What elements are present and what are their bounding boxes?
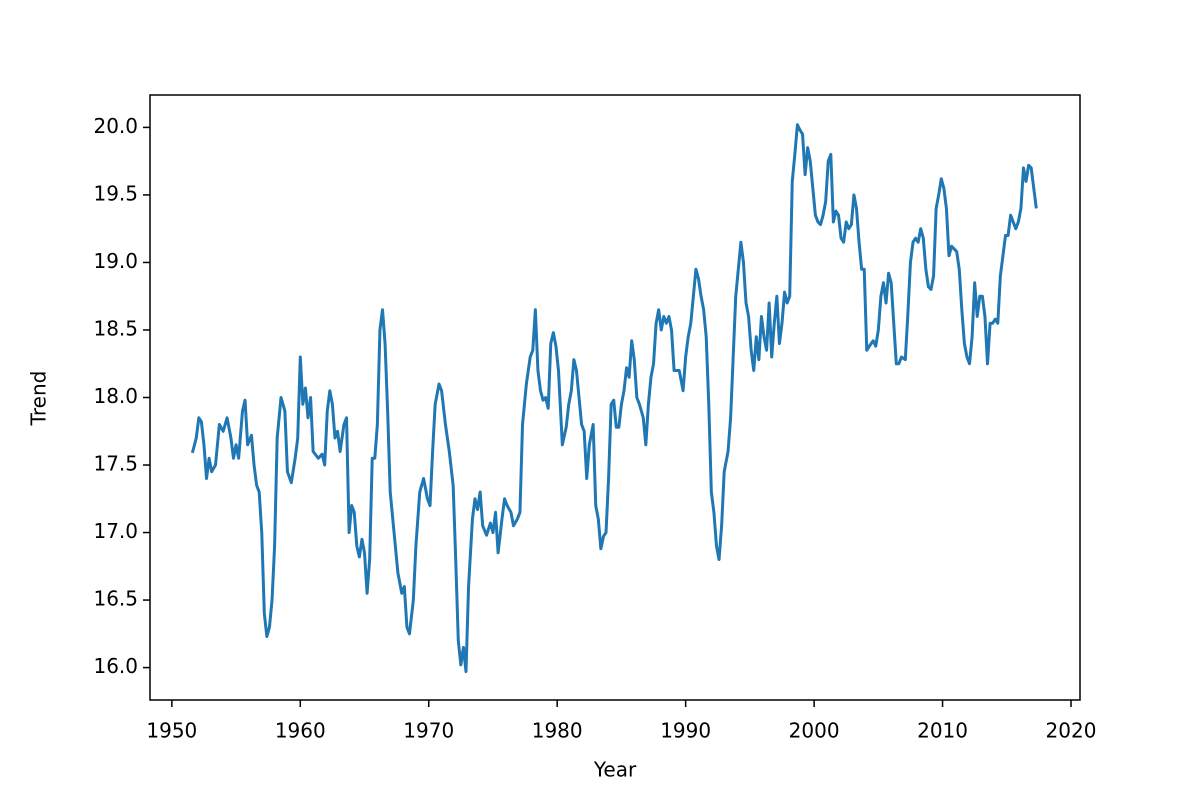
- plot-frame: [149, 94, 1081, 701]
- x-tick-label: 1990: [660, 719, 711, 743]
- y-tick-label: 19.0: [93, 249, 138, 273]
- y-tick-label: 16.5: [93, 587, 138, 611]
- x-tick-label: 2020: [1046, 719, 1097, 743]
- x-tick-label: 1980: [532, 719, 583, 743]
- x-axis-label: Year: [593, 758, 637, 782]
- x-tick-label: 1970: [403, 719, 454, 743]
- y-tick-label: 18.5: [93, 316, 138, 340]
- x-tick-label: 2000: [789, 719, 840, 743]
- y-axis-label: Trend: [27, 371, 51, 427]
- x-tick-label: 1950: [146, 719, 197, 743]
- x-tick-label: 2010: [917, 719, 968, 743]
- y-tick-label: 17.0: [93, 519, 138, 543]
- data-line: [190, 123, 1038, 674]
- y-tick-label: 17.5: [93, 452, 138, 476]
- y-tick-label: 19.5: [93, 181, 138, 205]
- y-tick-label: 18.0: [93, 384, 138, 408]
- y-tick-label: 20.0: [93, 114, 138, 138]
- y-tick-label: 16.0: [93, 654, 138, 678]
- x-tick-label: 1960: [275, 719, 326, 743]
